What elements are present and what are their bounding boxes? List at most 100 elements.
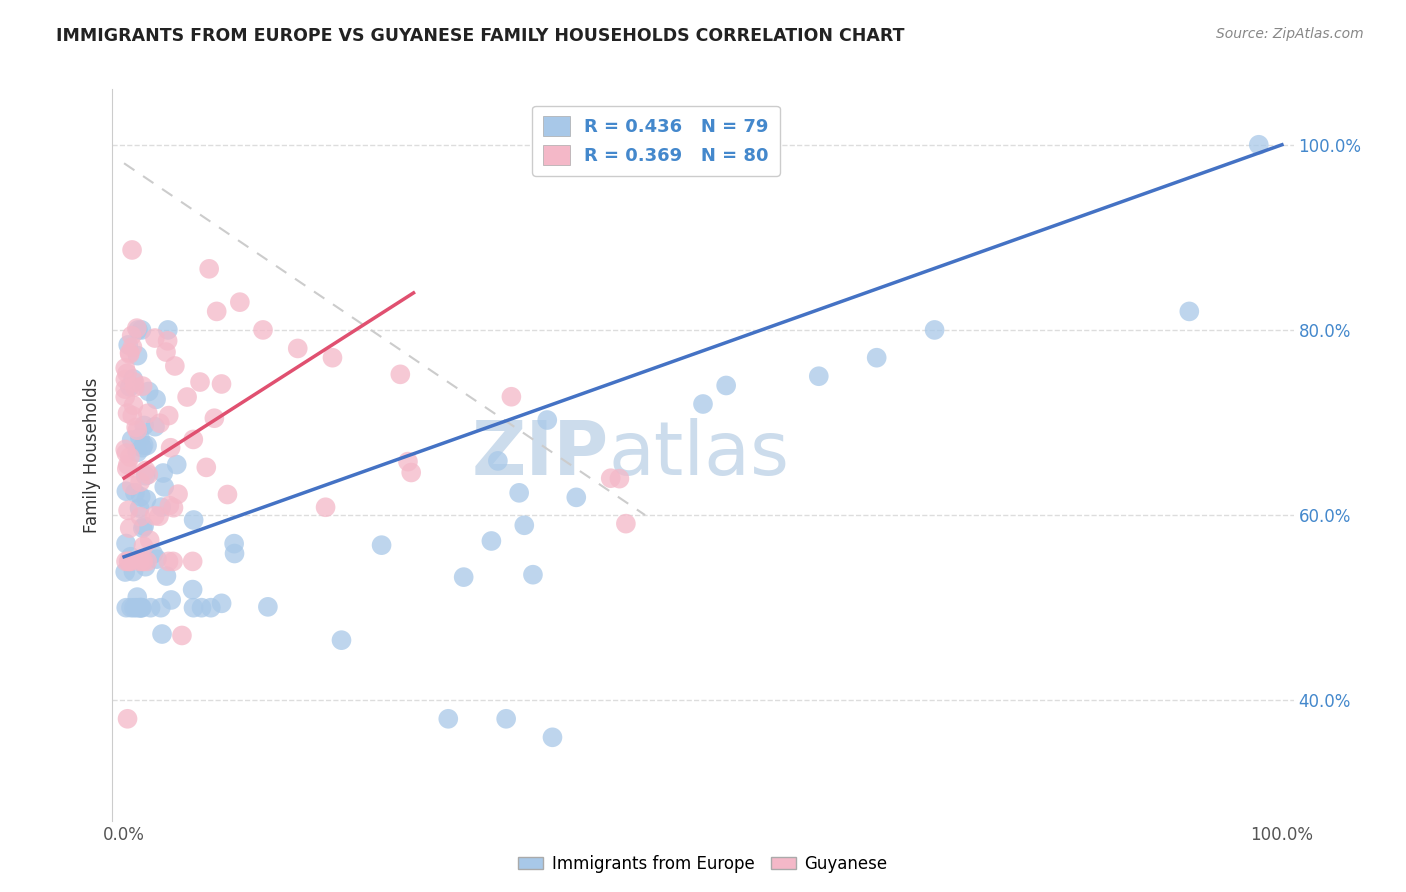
Point bbox=[118, 521, 141, 535]
Point bbox=[146, 552, 169, 566]
Point bbox=[599, 471, 621, 485]
Point bbox=[136, 438, 159, 452]
Point bbox=[181, 582, 204, 597]
Point bbox=[513, 518, 536, 533]
Point bbox=[138, 533, 160, 548]
Point bbox=[149, 600, 172, 615]
Point bbox=[389, 368, 412, 382]
Point bbox=[159, 499, 181, 513]
Point bbox=[115, 462, 138, 476]
Point bbox=[121, 243, 143, 257]
Point bbox=[150, 500, 173, 515]
Point bbox=[176, 390, 198, 404]
Point bbox=[131, 441, 153, 455]
Point bbox=[149, 416, 172, 430]
Point bbox=[156, 334, 179, 348]
Point bbox=[136, 406, 159, 420]
Point bbox=[114, 361, 136, 376]
Point bbox=[714, 378, 737, 392]
Point bbox=[211, 596, 233, 610]
Point bbox=[195, 460, 218, 475]
Point bbox=[115, 536, 138, 550]
Point bbox=[127, 349, 149, 363]
Point bbox=[866, 351, 889, 365]
Point bbox=[128, 600, 150, 615]
Point bbox=[150, 627, 173, 641]
Point bbox=[166, 458, 188, 472]
Point bbox=[807, 369, 830, 384]
Point bbox=[609, 472, 631, 486]
Point bbox=[125, 321, 148, 335]
Point bbox=[114, 442, 136, 457]
Point bbox=[131, 554, 153, 568]
Point bbox=[121, 328, 143, 343]
Point bbox=[162, 500, 184, 515]
Point bbox=[127, 423, 149, 437]
Point bbox=[127, 590, 149, 604]
Point bbox=[129, 431, 152, 445]
Point bbox=[120, 554, 142, 568]
Point bbox=[129, 475, 152, 489]
Point bbox=[522, 567, 544, 582]
Point bbox=[170, 628, 193, 642]
Point bbox=[122, 565, 145, 579]
Point bbox=[114, 565, 136, 579]
Point bbox=[508, 485, 530, 500]
Point bbox=[134, 418, 156, 433]
Point bbox=[131, 600, 153, 615]
Point bbox=[131, 379, 153, 393]
Point bbox=[157, 554, 180, 568]
Point bbox=[181, 554, 204, 568]
Point bbox=[399, 466, 422, 480]
Point bbox=[188, 375, 211, 389]
Point bbox=[114, 372, 136, 386]
Point bbox=[122, 600, 145, 615]
Point bbox=[190, 600, 212, 615]
Point bbox=[115, 367, 138, 381]
Point bbox=[129, 490, 152, 504]
Point bbox=[118, 554, 141, 568]
Point bbox=[115, 484, 138, 499]
Point bbox=[127, 323, 149, 337]
Point bbox=[148, 509, 170, 524]
Point bbox=[117, 338, 139, 352]
Point bbox=[121, 478, 143, 492]
Point bbox=[145, 392, 167, 407]
Point bbox=[115, 446, 138, 460]
Point bbox=[479, 533, 502, 548]
Point bbox=[315, 500, 337, 515]
Point bbox=[118, 347, 141, 361]
Point bbox=[114, 382, 136, 396]
Point bbox=[122, 372, 145, 386]
Point bbox=[143, 508, 166, 523]
Point bbox=[115, 554, 138, 568]
Point bbox=[370, 538, 392, 552]
Point bbox=[136, 554, 159, 568]
Point bbox=[132, 438, 155, 452]
Point bbox=[135, 492, 157, 507]
Point bbox=[122, 398, 145, 412]
Point bbox=[136, 467, 159, 482]
Point bbox=[229, 295, 252, 310]
Point bbox=[541, 731, 564, 745]
Point bbox=[117, 458, 139, 472]
Point bbox=[183, 513, 205, 527]
Point bbox=[224, 547, 246, 561]
Point bbox=[124, 380, 146, 394]
Point bbox=[536, 413, 558, 427]
Point bbox=[565, 491, 588, 505]
Point bbox=[118, 554, 141, 568]
Point bbox=[131, 323, 153, 337]
Point bbox=[152, 466, 174, 480]
Point bbox=[124, 375, 146, 389]
Point bbox=[330, 633, 353, 648]
Point bbox=[217, 487, 239, 501]
Legend: Immigrants from Europe, Guyanese: Immigrants from Europe, Guyanese bbox=[512, 848, 894, 880]
Point bbox=[117, 406, 139, 420]
Y-axis label: Family Households: Family Households bbox=[83, 377, 101, 533]
Point bbox=[692, 397, 714, 411]
Point bbox=[202, 411, 225, 425]
Point bbox=[153, 480, 176, 494]
Point bbox=[155, 569, 177, 583]
Point bbox=[1178, 304, 1201, 318]
